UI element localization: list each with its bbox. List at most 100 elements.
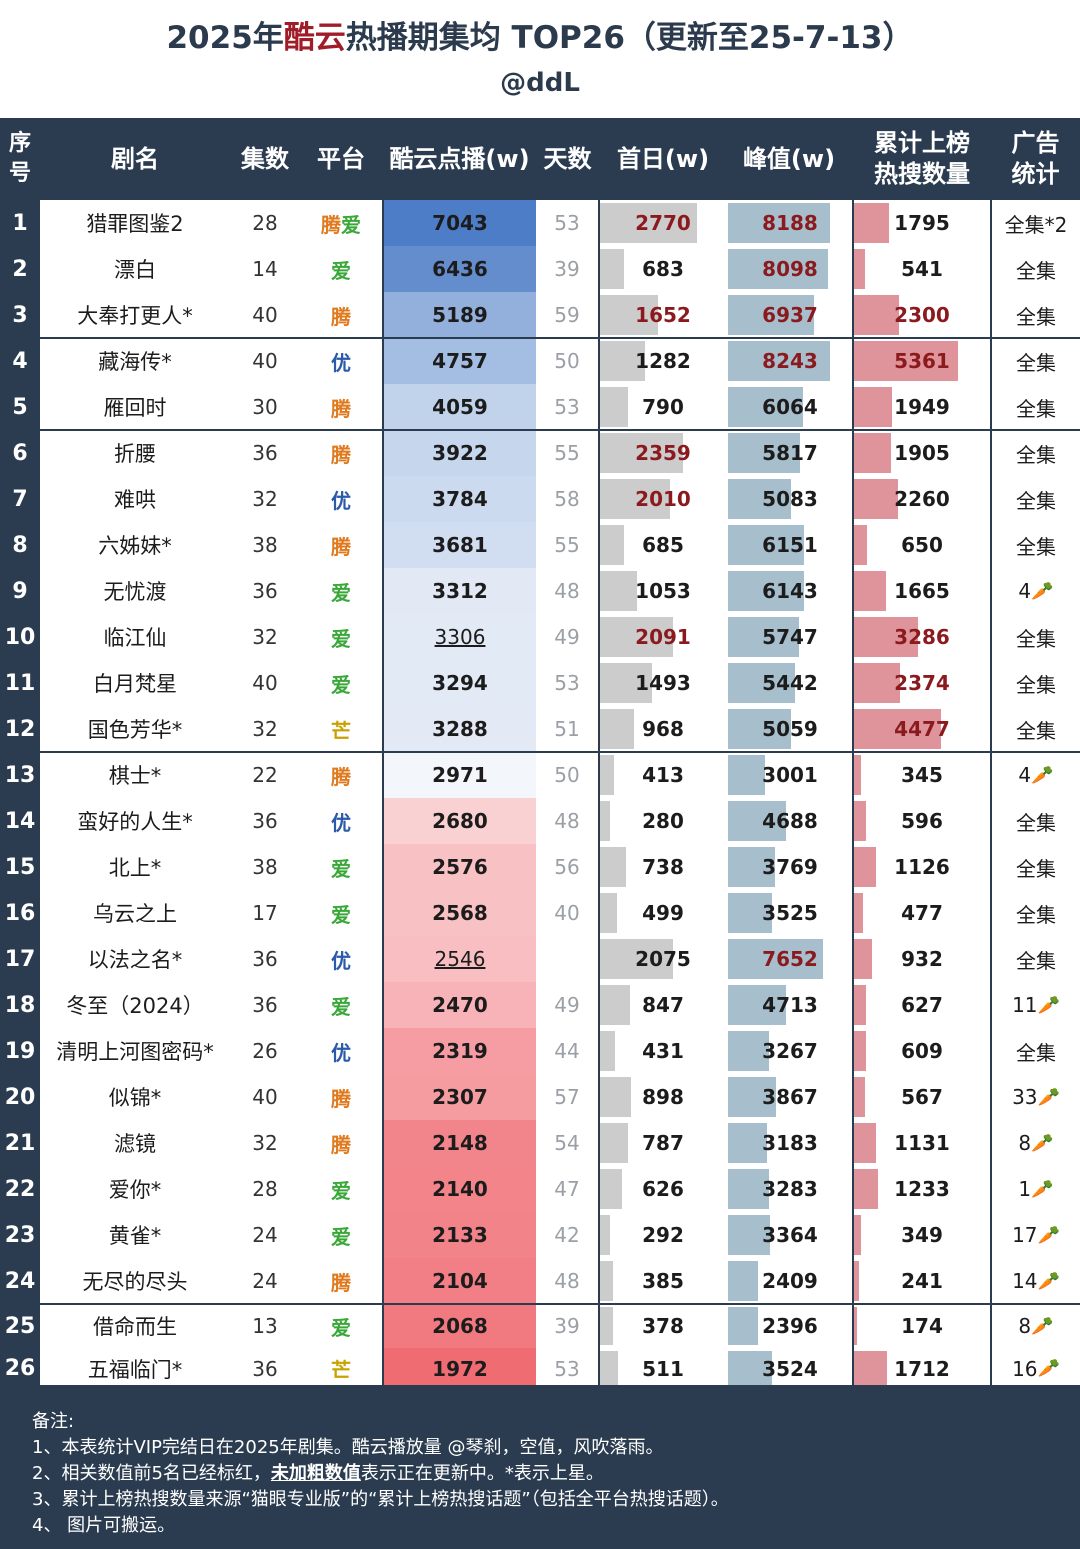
notes-panel: 备注: 1、本表统计VIP完结日在2025年剧集。酷云播放量 @琴刹，空值，风吹…: [0, 1385, 1080, 1549]
hot-search-cell: 1126: [854, 844, 990, 890]
days-cell: 56: [554, 855, 580, 879]
first-day-value: 511: [642, 1356, 684, 1381]
days-cell: 54: [554, 1131, 580, 1155]
drama-name: 乌云之上: [93, 902, 177, 926]
peak-value: 3769: [762, 855, 818, 879]
platform-label: 腾: [331, 764, 351, 789]
first-day-value: 968: [642, 717, 684, 741]
peak-bar: [728, 755, 765, 795]
peak-value: 4713: [762, 993, 818, 1017]
peak-bar: [728, 1169, 769, 1209]
ad-stat-value: 1: [1018, 1177, 1032, 1201]
drama-name: 以法之名*: [87, 948, 183, 972]
peak-value: 6064: [762, 395, 818, 419]
platform-label: 腾: [331, 396, 351, 421]
peak-cell: 5442: [728, 660, 852, 706]
note-line-2: 2、相关数值前5名已经标红，未加粗数值表示正在更新中。*表示上星。: [32, 1463, 604, 1484]
hot-search-cell: 1905: [854, 430, 990, 476]
platform-cell: 爱: [300, 844, 382, 890]
carrot-icon: 🥕: [1031, 764, 1054, 786]
platform-cell: 腾: [300, 430, 382, 476]
hot-search-bar: [854, 1307, 857, 1345]
platform-label: 爱: [331, 856, 351, 881]
hot-search-cell: 596: [854, 798, 990, 844]
views-cell: 2576: [384, 844, 536, 890]
note-line-3: 3、累计上榜热搜数量来源“猫眼专业版”的“累计上榜热搜话题”（包括全平台热搜话题…: [32, 1489, 729, 1510]
first-day-cell: 280: [600, 798, 726, 844]
first-day-cell: 2091: [600, 614, 726, 660]
hot-search-value: 477: [901, 901, 943, 925]
rank-cell: 4: [0, 338, 40, 384]
drama-name: 大奉打更人*: [77, 304, 193, 328]
carrot-icon: 🥕: [1037, 994, 1060, 1016]
platform-label: 爱: [331, 258, 351, 283]
episode-count: 40: [252, 671, 278, 695]
ad-stat: 全集: [992, 522, 1080, 568]
first-day-cell: 626: [600, 1166, 726, 1212]
first-day-bar: [600, 387, 628, 427]
peak-bar: [728, 295, 814, 335]
ad-stat-value: 全集: [1016, 350, 1056, 375]
episode-count: 36: [252, 993, 278, 1017]
episode-count: 28: [252, 1177, 278, 1201]
peak-value: 5817: [762, 441, 818, 465]
table-row: 1 猎罪图鉴2 28 腾爱 7043 53 2770 8188 1795 全集*2: [0, 200, 1080, 246]
ad-stat-value: 全集: [1016, 626, 1056, 651]
drama-name: 冬至（2024）: [66, 994, 204, 1018]
hot-search-value: 541: [901, 257, 943, 281]
ad-stat-value: 4: [1018, 763, 1032, 787]
episode-count: 17: [252, 901, 278, 925]
hot-search-value: 627: [901, 993, 943, 1017]
peak-cell: 2409: [728, 1258, 852, 1304]
carrot-icon: 🥕: [1031, 1178, 1054, 1200]
peak-bar: [728, 1307, 758, 1345]
hot-search-value: 1949: [894, 395, 950, 419]
platform-cell: 腾: [300, 1258, 382, 1304]
rank-cell: 16: [0, 890, 40, 936]
peak-value: 7652: [762, 947, 818, 971]
rank-cell: 22: [0, 1166, 40, 1212]
hot-search-value: 596: [901, 809, 943, 833]
ad-stat-value: 14: [1012, 1269, 1038, 1293]
peak-cell: 2396: [728, 1304, 852, 1348]
peak-value: 3867: [762, 1085, 818, 1109]
drama-name: 似锦*: [108, 1086, 162, 1110]
peak-value: 3283: [762, 1177, 818, 1201]
days-cell: 39: [554, 1314, 580, 1338]
ad-stat-value: 全集: [1016, 534, 1056, 559]
episode-count: 36: [252, 1356, 278, 1381]
platform-label: 爱: [331, 1224, 351, 1249]
first-day-bar: [600, 1351, 618, 1386]
drama-name: 漂白: [114, 258, 156, 282]
first-day-value: 280: [642, 809, 684, 833]
ad-stat: 4 🥕: [992, 568, 1080, 614]
peak-value: 3524: [762, 1356, 818, 1381]
days-cell: 50: [554, 763, 580, 787]
rank-cell: 23: [0, 1212, 40, 1258]
views-cell: 2680: [384, 798, 536, 844]
views-cell: 2319: [384, 1028, 536, 1074]
hot-search-value: 174: [901, 1314, 943, 1338]
first-day-value: 787: [642, 1131, 684, 1155]
peak-bar: [728, 1031, 769, 1071]
table-row: 16 乌云之上 17 爱 2568 40 499 3525 477 全集: [0, 890, 1080, 936]
views-cell: 2546: [384, 936, 536, 982]
platform-label: 优: [331, 1040, 351, 1065]
first-day-bar: [600, 1031, 615, 1071]
first-day-cell: 790: [600, 384, 726, 430]
days-cell: 55: [554, 533, 580, 557]
episode-count: 32: [252, 625, 278, 649]
first-day-value: 1652: [635, 303, 691, 327]
platform-cell: 腾: [300, 1120, 382, 1166]
peak-value: 8188: [762, 211, 818, 235]
hot-search-value: 1131: [894, 1131, 950, 1155]
hot-search-bar: [854, 985, 866, 1025]
peak-value: 5059: [762, 717, 818, 741]
first-day-bar: [600, 939, 673, 979]
carrot-icon: 🥕: [1031, 1132, 1054, 1154]
first-day-bar: [600, 1077, 631, 1117]
note-line-1: 1、本表统计VIP完结日在2025年剧集。酷云播放量 @琴刹，空值，风吹落雨。: [32, 1437, 664, 1458]
hot-search-bar: [854, 801, 866, 841]
drama-name: 临江仙: [103, 626, 167, 650]
hot-search-bar: [854, 571, 886, 611]
